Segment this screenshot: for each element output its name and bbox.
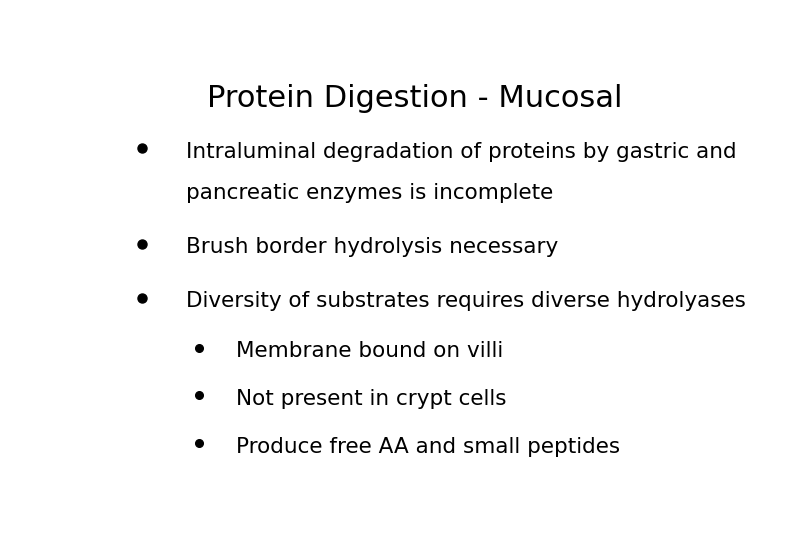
Text: Produce free AA and small peptides: Produce free AA and small peptides (237, 437, 620, 457)
Text: Diversity of substrates requires diverse hydrolyases: Diversity of substrates requires diverse… (186, 292, 746, 312)
Text: pancreatic enzymes is incomplete: pancreatic enzymes is incomplete (186, 183, 553, 203)
Text: Intraluminal degradation of proteins by gastric and: Intraluminal degradation of proteins by … (186, 141, 736, 161)
Text: Membrane bound on villi: Membrane bound on villi (237, 341, 504, 361)
Text: Brush border hydrolysis necessary: Brush border hydrolysis necessary (186, 238, 558, 258)
Text: Protein Digestion - Mucosal: Protein Digestion - Mucosal (207, 84, 623, 112)
Text: Not present in crypt cells: Not present in crypt cells (237, 389, 507, 409)
